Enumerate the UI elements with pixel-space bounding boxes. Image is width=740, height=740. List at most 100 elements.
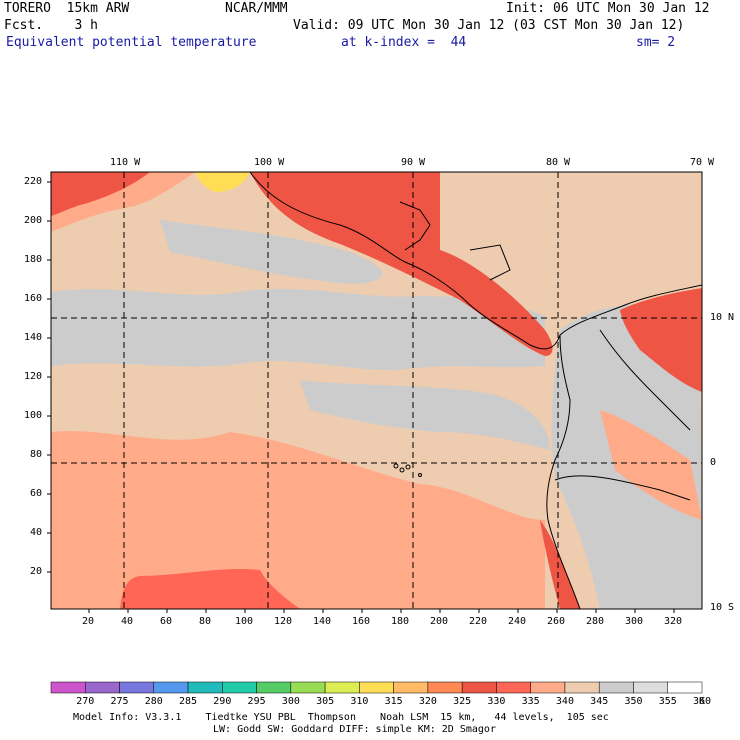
theta-e-350-band — [51, 288, 545, 371]
colorbar-label: 275 — [110, 696, 129, 707]
colorbar-label: 335 — [521, 696, 540, 707]
colorbar-swatch — [359, 681, 394, 694]
smoothing-info: sm= 2 — [636, 35, 676, 50]
theta-e-315-mexico — [195, 172, 250, 192]
lon-label-70w: 70 W — [690, 157, 715, 168]
lon-label-90w: 90 W — [401, 157, 426, 168]
grid-x-label: 40 — [121, 616, 134, 627]
colorbar — [50, 681, 703, 694]
colorbar-swatch — [633, 681, 668, 694]
grid-y-label: 220 — [24, 176, 43, 187]
map-frame — [50, 171, 703, 610]
forecast-hour: Fcst. 3 h — [4, 18, 98, 33]
colorbar-swatch — [290, 681, 326, 694]
colorbar-label: 330 — [487, 696, 506, 707]
lat-label-10s: 10 S — [710, 602, 735, 613]
valid-time: Valid: 09 UTC Mon 30 Jan 12 (03 CST Mon … — [293, 18, 685, 33]
latlon-grid — [51, 172, 702, 609]
colorbar-swatch — [256, 681, 292, 694]
colorbar-swatch — [324, 681, 360, 694]
grid-x-label: 120 — [274, 616, 293, 627]
colorbar-label: 325 — [453, 696, 472, 707]
colorbar-label: 295 — [247, 696, 266, 707]
grid-x-label: 100 — [235, 616, 254, 627]
theta-e-340-andes — [600, 410, 702, 520]
lat-label-equator: 0 — [710, 457, 717, 468]
colorbar-swatch — [153, 681, 189, 694]
grid-x-label: 240 — [508, 616, 527, 627]
colorbar-swatch — [564, 681, 600, 694]
grid-x-label: 200 — [430, 616, 449, 627]
colorbar-swatch — [598, 681, 634, 694]
grid-y-label: 200 — [24, 215, 43, 226]
border-colombia — [599, 329, 691, 431]
grid-x-label: 300 — [625, 616, 644, 627]
grid-x-label: 160 — [352, 616, 371, 627]
coastline-central-america — [249, 172, 702, 350]
colorbar-label: 355 — [658, 696, 677, 707]
grid-y-label: 100 — [24, 410, 43, 421]
institution: NCAR/MMM — [225, 1, 288, 16]
grid-x-label: 220 — [469, 616, 488, 627]
grid-y-label: 180 — [24, 254, 43, 265]
grid-x-label: 140 — [313, 616, 332, 627]
border-peru — [554, 475, 691, 501]
colorbar-label: 310 — [350, 696, 369, 707]
colorbar-unit: K — [698, 696, 706, 707]
colorbar-label: 300 — [281, 696, 300, 707]
colorbar-swatch — [667, 681, 703, 694]
colorbar-label: 270 — [76, 696, 95, 707]
colorbar-swatch — [222, 681, 257, 694]
lat-label-10n: 10 N — [710, 312, 735, 323]
grid-x-label: 80 — [199, 616, 212, 627]
colorbar-label: 340 — [555, 696, 574, 707]
galapagos-island — [418, 473, 422, 477]
colorbar-swatch — [85, 681, 120, 694]
galapagos-island — [405, 464, 411, 470]
theta-e-330-peru-coast — [540, 520, 580, 609]
colorbar-swatch — [50, 681, 86, 694]
model-info: Model Info: V3.3.1 Tiedtke YSU PBL Thomp… — [73, 712, 609, 723]
level-info: at k-index = 44 — [341, 35, 467, 50]
colorbar-label: 345 — [590, 696, 609, 707]
grid-y-label: 160 — [24, 293, 43, 304]
physics-info: LW: Godd SW: Goddard DIFF: simple KM: 2D… — [213, 724, 496, 735]
theta-e-330-northwest — [51, 172, 150, 216]
grid-x-label: 20 — [82, 616, 95, 627]
theta-e-350-north — [160, 220, 383, 284]
border-honduras — [469, 244, 511, 281]
grid-x-label: 60 — [160, 616, 173, 627]
colorbar-label: 290 — [213, 696, 232, 707]
theta-e-340-south — [51, 431, 545, 609]
theta-e-335-south — [120, 569, 300, 609]
grid-y-label: 60 — [30, 488, 43, 499]
colorbar-label: 280 — [144, 696, 163, 707]
grid-x-label: 320 — [664, 616, 683, 627]
axis-ticks — [47, 181, 675, 613]
lon-label-80w: 80 W — [546, 157, 571, 168]
colorbar-swatch — [119, 681, 155, 694]
grid-y-label: 40 — [30, 527, 43, 538]
grid-y-label: 140 — [24, 332, 43, 343]
colorbar-swatch — [496, 681, 531, 694]
colorbar-label: 285 — [179, 696, 198, 707]
galapagos-island — [393, 463, 399, 469]
model-name: TORERO 15km ARW — [4, 1, 130, 16]
galapagos-island — [399, 467, 405, 473]
colorbar-swatch — [393, 681, 429, 694]
grid-y-label: 20 — [30, 566, 43, 577]
colorbar-label: 320 — [418, 696, 437, 707]
colorbar-swatch — [187, 681, 223, 694]
colorbar-swatch — [427, 681, 463, 694]
colorbar-swatch — [461, 681, 497, 694]
lon-label-110w: 110 W — [110, 157, 141, 168]
colorbar-label: 305 — [316, 696, 335, 707]
colorbar-label: 360 — [692, 696, 712, 707]
grid-x-label: 260 — [547, 616, 566, 627]
init-time: Init: 06 UTC Mon 30 Jan 12 — [506, 1, 710, 16]
colorbar-swatch — [530, 681, 566, 694]
theta-e-330-colombia — [620, 288, 702, 392]
grid-x-label: 180 — [391, 616, 410, 627]
grid-y-label: 120 — [24, 371, 43, 382]
